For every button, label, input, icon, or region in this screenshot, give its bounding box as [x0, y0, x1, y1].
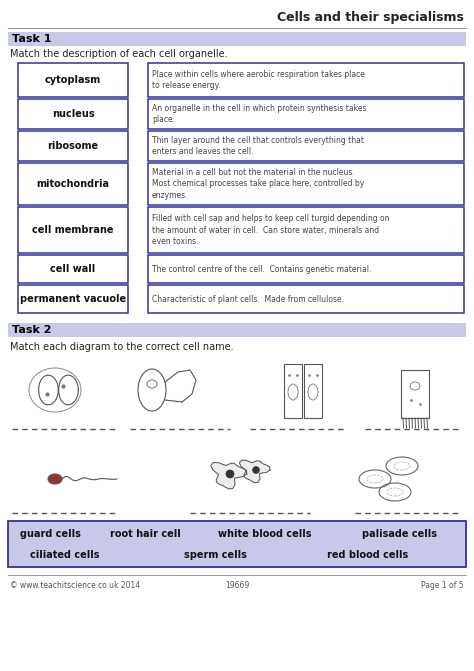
FancyBboxPatch shape	[148, 207, 464, 253]
Text: Material in a cell but not the material in the nucleus.
Most chemical processes : Material in a cell but not the material …	[152, 168, 364, 199]
Text: red blood cells: red blood cells	[328, 550, 409, 560]
Text: cytoplasm: cytoplasm	[45, 75, 101, 85]
FancyBboxPatch shape	[284, 364, 302, 418]
FancyBboxPatch shape	[8, 32, 466, 46]
Text: nucleus: nucleus	[52, 109, 94, 119]
Text: © www.teachitscience.co.uk 2014: © www.teachitscience.co.uk 2014	[10, 582, 140, 590]
Text: Match the description of each cell organelle.: Match the description of each cell organ…	[10, 49, 228, 59]
Text: Characteristic of plant cells.  Made from cellulose.: Characteristic of plant cells. Made from…	[152, 295, 344, 303]
Text: Filled with cell sap and helps to keep cell turgid depending on
the amount of wa: Filled with cell sap and helps to keep c…	[152, 215, 390, 246]
Text: mitochondria: mitochondria	[36, 179, 109, 189]
FancyBboxPatch shape	[8, 521, 466, 567]
Text: Page 1 of 5: Page 1 of 5	[421, 582, 464, 590]
Polygon shape	[211, 462, 247, 489]
Text: Cells and their specialisms: Cells and their specialisms	[277, 11, 464, 25]
Text: sperm cells: sperm cells	[183, 550, 246, 560]
Polygon shape	[239, 460, 270, 482]
Text: The control centre of the cell.  Contains genetic material.: The control centre of the cell. Contains…	[152, 264, 371, 274]
FancyBboxPatch shape	[18, 285, 128, 313]
Ellipse shape	[226, 470, 234, 478]
FancyBboxPatch shape	[304, 364, 322, 418]
FancyBboxPatch shape	[401, 370, 429, 418]
Text: Match each diagram to the correct cell name.: Match each diagram to the correct cell n…	[10, 342, 234, 352]
FancyBboxPatch shape	[18, 63, 128, 97]
FancyBboxPatch shape	[8, 323, 466, 337]
FancyBboxPatch shape	[18, 255, 128, 283]
Ellipse shape	[48, 474, 62, 484]
Text: root hair cell: root hair cell	[109, 529, 181, 539]
Text: cell membrane: cell membrane	[32, 225, 114, 235]
Text: cell wall: cell wall	[50, 264, 96, 274]
FancyBboxPatch shape	[148, 255, 464, 283]
Text: ribosome: ribosome	[47, 141, 99, 151]
Ellipse shape	[253, 466, 259, 474]
FancyBboxPatch shape	[18, 163, 128, 205]
Text: Task 1: Task 1	[12, 34, 52, 44]
FancyBboxPatch shape	[18, 131, 128, 161]
FancyBboxPatch shape	[18, 207, 128, 253]
Text: palisade cells: palisade cells	[363, 529, 438, 539]
Text: Thin layer around the cell that controls everything that
enters and leaves the c: Thin layer around the cell that controls…	[152, 136, 364, 156]
Text: 19669: 19669	[225, 582, 249, 590]
Text: ciliated cells: ciliated cells	[30, 550, 100, 560]
Text: An organelle in the cell in which protein synthesis takes
place.: An organelle in the cell in which protei…	[152, 104, 366, 124]
Text: guard cells: guard cells	[19, 529, 81, 539]
FancyBboxPatch shape	[18, 99, 128, 129]
Text: Task 2: Task 2	[12, 325, 52, 335]
Text: Place within cells where aerobic respiration takes place
to release energy.: Place within cells where aerobic respira…	[152, 70, 365, 90]
Text: permanent vacuole: permanent vacuole	[20, 294, 126, 304]
FancyBboxPatch shape	[148, 285, 464, 313]
FancyBboxPatch shape	[148, 131, 464, 161]
Text: white blood cells: white blood cells	[218, 529, 312, 539]
FancyBboxPatch shape	[148, 99, 464, 129]
FancyBboxPatch shape	[148, 163, 464, 205]
FancyBboxPatch shape	[148, 63, 464, 97]
